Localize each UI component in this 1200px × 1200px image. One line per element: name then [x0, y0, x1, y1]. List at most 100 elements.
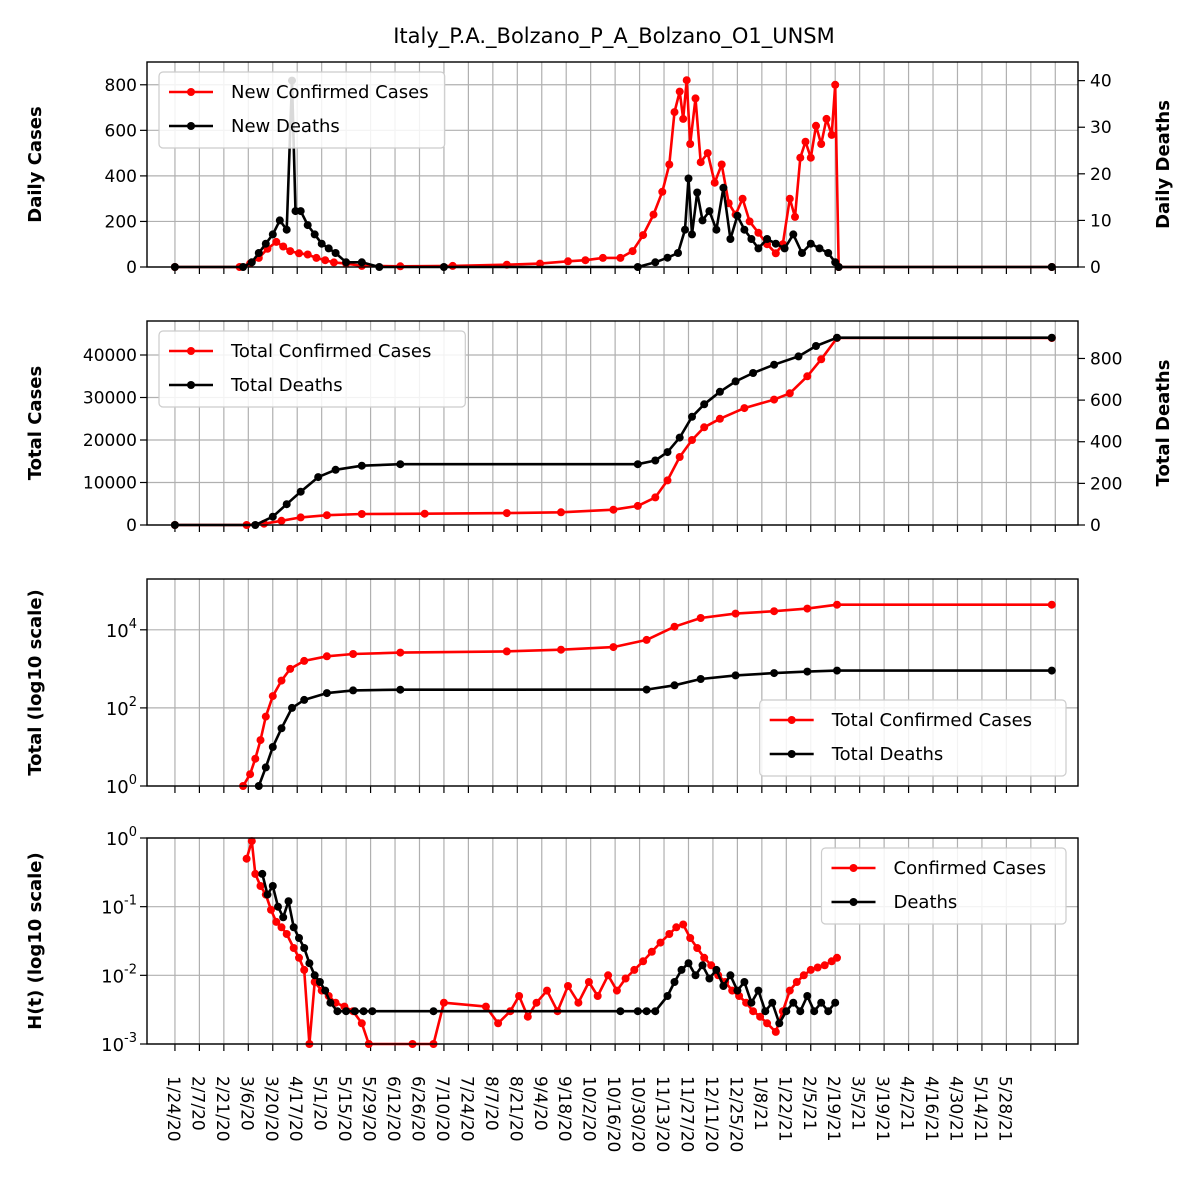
- data-point: [833, 600, 841, 609]
- data-point: [274, 902, 282, 911]
- series-total-deaths: [170, 333, 1056, 529]
- data-point: [707, 961, 716, 970]
- data-point: [733, 211, 742, 220]
- legend-label: Total Deaths: [831, 744, 944, 765]
- x-tick-label: 6/12/20: [383, 1076, 403, 1142]
- data-point: [700, 953, 709, 962]
- data-point: [303, 221, 312, 230]
- data-point: [247, 258, 256, 267]
- data-point: [782, 1007, 791, 1016]
- data-point: [647, 947, 656, 956]
- data-point: [674, 249, 682, 257]
- data-point: [359, 1007, 368, 1016]
- data-point: [771, 1027, 780, 1036]
- data-point: [300, 965, 309, 974]
- x-tick-label: 5/29/20: [359, 1076, 379, 1142]
- data-point: [679, 920, 688, 929]
- data-point: [523, 1012, 532, 1021]
- data-point: [564, 982, 572, 990]
- data-point: [813, 963, 822, 972]
- legend-marker: [187, 381, 195, 389]
- data-point: [331, 249, 340, 257]
- data-point: [770, 669, 779, 678]
- data-point: [396, 648, 405, 657]
- series-total-deaths: [254, 666, 1056, 790]
- data-point: [263, 890, 272, 899]
- data-point: [754, 228, 763, 237]
- data-point: [789, 998, 798, 1007]
- data-point: [696, 158, 705, 167]
- data-point: [785, 389, 794, 398]
- x-tick-label: 5/14/21: [970, 1076, 990, 1142]
- data-point: [494, 1019, 503, 1028]
- y-tick-label: 10000: [83, 474, 137, 494]
- data-point: [665, 930, 674, 938]
- panel-total: 0 10000 20000 30000 40000 0 200 400 600 800 Total …: [25, 320, 1174, 536]
- data-point: [806, 239, 815, 248]
- data-point: [557, 508, 565, 517]
- data-point: [574, 998, 583, 1007]
- data-point: [1047, 333, 1056, 342]
- data-point: [712, 225, 721, 234]
- data-point: [502, 509, 511, 518]
- data-point: [812, 342, 820, 350]
- data-point: [675, 433, 684, 442]
- data-point: [557, 645, 565, 654]
- data-point: [261, 763, 270, 772]
- x-tick-label: 1/22/21: [774, 1076, 794, 1142]
- data-point: [616, 1007, 625, 1016]
- data-point: [630, 965, 639, 974]
- data-point: [719, 982, 728, 990]
- y2-tick-label: 30: [1090, 118, 1112, 138]
- data-point: [329, 258, 338, 267]
- legend-marker: [787, 716, 796, 724]
- plot-frame: [146, 320, 1079, 526]
- y2-tick-label: 600: [1090, 391, 1122, 411]
- data-point: [756, 1012, 765, 1021]
- legend-marker: [187, 347, 195, 355]
- data-point: [532, 998, 541, 1007]
- data-point: [712, 965, 721, 974]
- x-tick-label: 5/15/20: [334, 1076, 354, 1142]
- data-point: [820, 961, 829, 970]
- data-point: [593, 992, 602, 1000]
- data-point: [581, 256, 590, 265]
- data-point: [686, 140, 695, 148]
- data-point: [803, 667, 812, 676]
- data-point: [833, 953, 841, 962]
- y2-tick-label: 40: [1090, 72, 1112, 92]
- data-point: [621, 974, 630, 983]
- data-point: [481, 1002, 490, 1011]
- y-tick-label: 200: [105, 212, 137, 232]
- y2-tick-label: 10: [1090, 211, 1112, 231]
- data-point: [272, 237, 281, 246]
- data-point: [688, 436, 696, 444]
- y-tick-label: 400: [105, 167, 137, 187]
- y-tick-label: 102: [106, 695, 137, 720]
- data-point: [282, 930, 291, 938]
- data-point: [261, 239, 270, 248]
- data-point: [682, 76, 691, 85]
- data-point: [289, 923, 298, 932]
- legend-marker: [849, 864, 858, 872]
- data-point: [268, 692, 277, 701]
- legend-marker: [187, 122, 195, 130]
- data-point: [342, 258, 351, 267]
- x-tick-label: 5/1/20: [310, 1076, 330, 1131]
- data-point: [815, 244, 824, 253]
- data-point: [754, 244, 763, 253]
- data-point: [357, 461, 366, 470]
- data-point: [289, 944, 298, 952]
- data-point: [789, 230, 798, 239]
- y-tick-label: 600: [105, 121, 137, 141]
- data-point: [703, 149, 712, 158]
- y2-tick-label: 0: [1090, 516, 1101, 536]
- data-point: [584, 978, 593, 986]
- data-point: [770, 360, 779, 369]
- data-point: [282, 225, 291, 234]
- data-point: [693, 944, 702, 952]
- y-tick-label: 800: [105, 76, 137, 96]
- data-point: [700, 400, 709, 409]
- y2-tick-label: 800: [1090, 349, 1122, 369]
- data-point: [833, 666, 841, 675]
